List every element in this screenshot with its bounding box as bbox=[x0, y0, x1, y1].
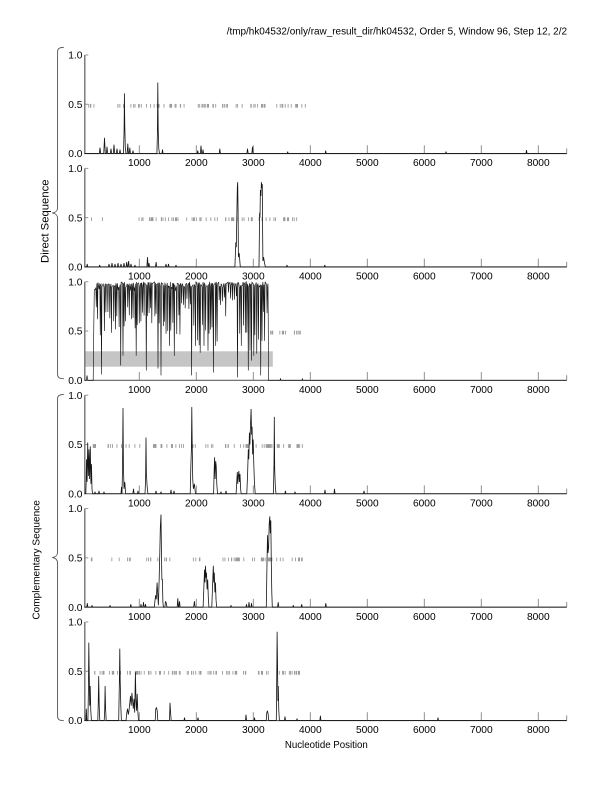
svg-text:6000: 6000 bbox=[413, 498, 436, 509]
svg-text:6000: 6000 bbox=[413, 725, 436, 736]
svg-text:6000: 6000 bbox=[413, 612, 436, 623]
svg-text:8000: 8000 bbox=[527, 272, 550, 283]
svg-text:5000: 5000 bbox=[356, 612, 379, 623]
svg-text:Direct Sequence: Direct Sequence bbox=[39, 179, 51, 263]
svg-text:3000: 3000 bbox=[242, 498, 265, 509]
svg-text:2000: 2000 bbox=[185, 158, 208, 169]
svg-text:1000: 1000 bbox=[128, 498, 151, 509]
svg-text:4000: 4000 bbox=[299, 725, 322, 736]
svg-text:1000: 1000 bbox=[128, 272, 151, 283]
svg-text:1.0: 1.0 bbox=[68, 618, 82, 629]
svg-text:6000: 6000 bbox=[413, 158, 436, 169]
svg-text:1000: 1000 bbox=[128, 158, 151, 169]
svg-text:1000: 1000 bbox=[128, 385, 151, 396]
svg-text:1.0: 1.0 bbox=[68, 277, 82, 288]
svg-text:1000: 1000 bbox=[128, 725, 151, 736]
svg-text:0.5: 0.5 bbox=[68, 667, 82, 678]
svg-text:6000: 6000 bbox=[413, 385, 436, 396]
svg-text:2000: 2000 bbox=[185, 385, 208, 396]
svg-text:8000: 8000 bbox=[527, 725, 550, 736]
svg-text:0.0: 0.0 bbox=[68, 149, 82, 160]
svg-text:2000: 2000 bbox=[185, 725, 208, 736]
svg-text:3000: 3000 bbox=[242, 158, 265, 169]
svg-text:8000: 8000 bbox=[527, 158, 550, 169]
svg-text:4000: 4000 bbox=[299, 498, 322, 509]
svg-text:0.0: 0.0 bbox=[68, 603, 82, 614]
svg-text:8000: 8000 bbox=[527, 498, 550, 509]
svg-text:4000: 4000 bbox=[299, 272, 322, 283]
svg-text:5000: 5000 bbox=[356, 272, 379, 283]
svg-text:7000: 7000 bbox=[470, 272, 493, 283]
svg-text:1.0: 1.0 bbox=[68, 504, 82, 515]
svg-text:0.0: 0.0 bbox=[68, 716, 82, 727]
svg-text:1.0: 1.0 bbox=[68, 391, 82, 402]
svg-text:3000: 3000 bbox=[242, 612, 265, 623]
svg-text:6000: 6000 bbox=[413, 272, 436, 283]
svg-text:1.0: 1.0 bbox=[68, 51, 82, 62]
svg-text:5000: 5000 bbox=[356, 385, 379, 396]
svg-text:4000: 4000 bbox=[299, 158, 322, 169]
svg-text:0.5: 0.5 bbox=[68, 553, 82, 564]
svg-text:3000: 3000 bbox=[242, 385, 265, 396]
svg-text:0.5: 0.5 bbox=[68, 440, 82, 451]
svg-text:8000: 8000 bbox=[527, 385, 550, 396]
svg-text:0.0: 0.0 bbox=[68, 489, 82, 500]
svg-text:7000: 7000 bbox=[470, 385, 493, 396]
svg-text:/tmp/hk04532/only/raw_result_d: /tmp/hk04532/only/raw_result_dir/hk04532… bbox=[227, 26, 568, 37]
svg-text:0.5: 0.5 bbox=[68, 327, 82, 338]
svg-text:1000: 1000 bbox=[128, 612, 151, 623]
svg-text:7000: 7000 bbox=[470, 158, 493, 169]
svg-text:5000: 5000 bbox=[356, 498, 379, 509]
svg-text:0.5: 0.5 bbox=[68, 213, 82, 224]
svg-text:Nucleotide Position: Nucleotide Position bbox=[285, 740, 368, 751]
svg-text:7000: 7000 bbox=[470, 725, 493, 736]
svg-text:2000: 2000 bbox=[185, 498, 208, 509]
svg-text:1.0: 1.0 bbox=[68, 164, 82, 175]
svg-text:4000: 4000 bbox=[299, 385, 322, 396]
svg-text:0.0: 0.0 bbox=[68, 263, 82, 274]
svg-text:3000: 3000 bbox=[242, 272, 265, 283]
svg-text:Complementary Sequence: Complementary Sequence bbox=[31, 500, 42, 620]
svg-text:2000: 2000 bbox=[185, 612, 208, 623]
svg-text:5000: 5000 bbox=[356, 158, 379, 169]
svg-text:2000: 2000 bbox=[185, 272, 208, 283]
svg-text:0.0: 0.0 bbox=[68, 376, 82, 387]
svg-text:7000: 7000 bbox=[470, 612, 493, 623]
svg-text:8000: 8000 bbox=[527, 612, 550, 623]
svg-text:3000: 3000 bbox=[242, 725, 265, 736]
svg-text:7000: 7000 bbox=[470, 498, 493, 509]
svg-text:5000: 5000 bbox=[356, 725, 379, 736]
svg-text:4000: 4000 bbox=[299, 612, 322, 623]
svg-text:0.5: 0.5 bbox=[68, 100, 82, 111]
